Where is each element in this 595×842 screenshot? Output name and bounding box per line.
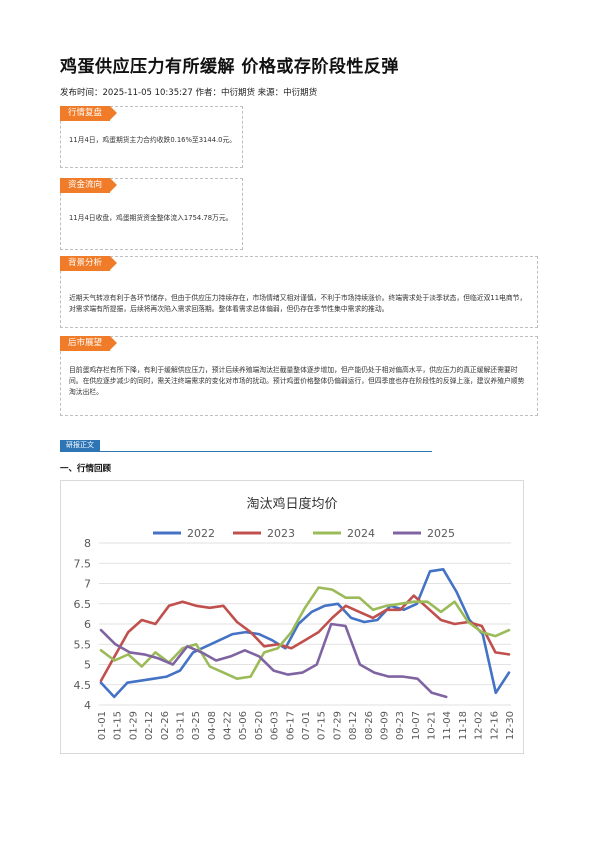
x-tick-label: 06-03 [270, 711, 281, 740]
x-tick-label: 07-15 [317, 711, 328, 740]
x-tick-label: 02-26 [160, 711, 171, 740]
x-tick-label: 10-07 [411, 711, 422, 740]
funds-text: 11月4日收盘，鸡蛋期货资金整体流入1754.78万元。 [69, 214, 233, 222]
background-tag: 背景分析 [60, 256, 118, 271]
x-tick-label: 10-21 [427, 711, 438, 740]
article-title: 鸡蛋供应压力有所缓解 价格或存阶段性反弹 [60, 57, 399, 77]
section-heading: 一、行情回顾 [60, 464, 112, 474]
x-tick-label: 11-18 [458, 711, 469, 740]
y-axis: 4 4.5 5 5.5 6 6.5 7 7.5 8 [74, 537, 92, 712]
review-box: 行情复盘 11月4日，鸡蛋期货主力合约收跌0.16%至3144.0元。 [60, 106, 243, 168]
y-tick-label: 5 [84, 659, 91, 672]
series-line-2023 [99, 594, 511, 682]
chart-grid [99, 542, 511, 706]
outlook-tag: 后市展望 [60, 336, 118, 351]
y-tick-label: 5.5 [74, 638, 92, 651]
x-tick-label: 03-25 [191, 711, 202, 740]
x-tick-label: 07-29 [332, 711, 343, 740]
outlook-text: 目前蛋鸡存栏有所下降，有利于缓解供应压力，预计后续养殖端淘汰拦截量整体逐步增加，… [69, 366, 525, 396]
chart-frame: 淘汰鸡日度均价 2022 2023 2024 2025 4 4.5 5 5.5 6 6.5 7 7.… [60, 480, 524, 754]
x-tick-label: 12-30 [505, 711, 516, 740]
x-tick-label: 09-09 [379, 711, 390, 740]
y-tick-label: 6 [84, 618, 91, 631]
x-tick-label: 12-02 [474, 711, 485, 740]
legend-label: 2025 [427, 527, 455, 540]
report-section-tag: 研报正文 [60, 440, 100, 451]
series-line-2022 [99, 568, 511, 699]
x-tick-label: 11-04 [442, 711, 453, 740]
article-meta: 发布时间：2025-11-05 10:35:27 作者：中衍期货 来源：中衍期货 [60, 88, 318, 98]
x-tick-label: 03-11 [175, 711, 186, 740]
x-tick-label: 02-12 [144, 711, 155, 740]
x-tick-label: 12-16 [489, 711, 500, 740]
x-tick-label: 04-08 [207, 711, 218, 740]
y-tick-label: 4 [84, 699, 91, 712]
x-tick-label: 01-01 [97, 711, 108, 740]
series-line-2025 [99, 622, 448, 699]
review-tag: 行情复盘 [60, 106, 118, 121]
x-axis: 01-01 01-15 01-29 02-12 02-26 03-11 03-25 04-08… [97, 711, 516, 740]
x-tick-label: 05-20 [254, 711, 265, 740]
outlook-box: 后市展望 目前蛋鸡存栏有所下降，有利于缓解供应压力，预计后续养殖端淘汰拦截量整体… [60, 336, 538, 416]
y-tick-label: 8 [84, 537, 91, 550]
x-tick-label: 07-01 [301, 711, 312, 740]
background-text: 近期天气转凉有利于各环节储存，但由于供应压力持续存在，市场情绪又相对谨慎，不利于… [69, 294, 527, 313]
funds-tag: 资金流向 [60, 178, 118, 193]
background-box: 背景分析 近期天气转凉有利于各环节储存，但由于供应压力持续存在，市场情绪又相对谨… [60, 256, 538, 328]
x-tick-label: 09-23 [395, 711, 406, 740]
x-tick-label: 04-22 [223, 711, 234, 740]
review-text: 11月4日，鸡蛋期货主力合约收跌0.16%至3144.0元。 [69, 136, 237, 144]
chart-title: 淘汰鸡日度均价 [246, 496, 337, 512]
series-lines [99, 568, 511, 699]
legend-label: 2022 [187, 527, 215, 540]
legend-label: 2024 [347, 527, 375, 540]
y-tick-label: 7.5 [74, 557, 92, 570]
x-tick-label: 08-12 [348, 711, 359, 740]
y-tick-label: 4.5 [74, 679, 92, 692]
x-tick-label: 06-17 [285, 711, 296, 740]
funds-box: 资金流向 11月4日收盘，鸡蛋期货资金整体流入1754.78万元。 [60, 178, 243, 250]
report-section-bar: 研报正文 [60, 440, 432, 452]
legend-label: 2023 [267, 527, 295, 540]
chart-legend: 2022 2023 2024 2025 [153, 527, 455, 540]
series-line-2024 [99, 586, 511, 680]
x-tick-label: 08-26 [364, 711, 375, 740]
y-tick-label: 7 [84, 578, 91, 591]
price-line-chart: 淘汰鸡日度均价 2022 2023 2024 2025 4 4.5 5 5.5 6 6.5 7 7.… [74, 496, 517, 740]
x-tick-label: 01-29 [128, 711, 139, 740]
x-tick-label: 01-15 [113, 711, 124, 740]
x-tick-label: 05-06 [238, 711, 249, 740]
y-tick-label: 6.5 [74, 598, 92, 611]
